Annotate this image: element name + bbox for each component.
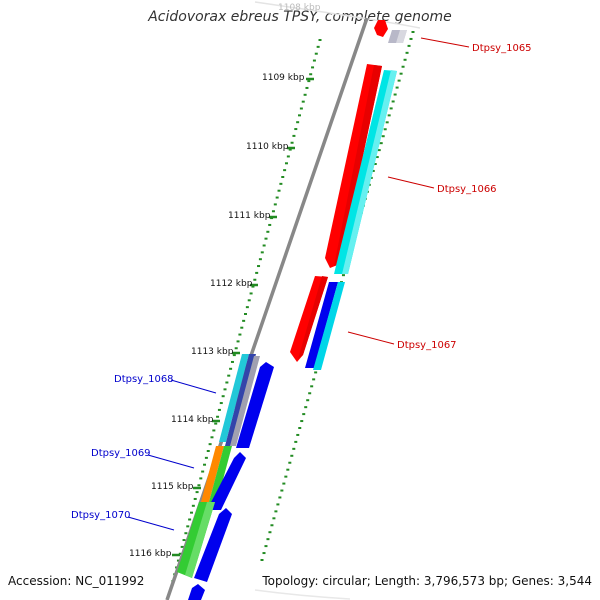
gene-label-dtpsy-1065: Dtpsy_1065 <box>472 43 532 54</box>
gene-dtpsy-1067-blue <box>305 282 338 368</box>
ruler-label-1114: 1114 kbp <box>171 415 214 425</box>
gene-label-dtpsy-1067: Dtpsy_1067 <box>397 340 457 351</box>
callout-line-dtpsy-1069 <box>147 454 195 469</box>
reverse-strand-genes <box>177 354 274 600</box>
ruler-label-1115: 1115 kbp <box>151 482 194 492</box>
ruler-label-1111: 1111 kbp <box>228 211 271 221</box>
gene-dtpsy-1070-blue <box>194 508 232 582</box>
ruler-label-1109: 1109 kbp <box>262 73 305 83</box>
inner-tick-row <box>169 39 322 589</box>
gene-label-dtpsy-1070: Dtpsy_1070 <box>71 510 131 521</box>
gene-next-blue <box>188 584 205 600</box>
gene-dtpsy-1068-gray <box>230 356 260 446</box>
callout-line-dtpsy-1068 <box>170 379 217 394</box>
accession-text: Accession: NC_011992 <box>8 574 145 588</box>
gene-dtpsy-1069-blue <box>207 452 246 510</box>
gene-dtpsy-1068-blue <box>225 354 256 446</box>
gene-dtpsy-1068-cyan <box>219 354 249 442</box>
gene-dtpsy-1067-cyan <box>313 282 345 370</box>
gene-label-dtpsy-1068: Dtpsy_1068 <box>114 374 174 385</box>
gene-dtpsy-1069-green <box>209 446 232 502</box>
ruler-labels: 1108 kbp 1109 kbp 1110 kbp 1111 kbp 1112… <box>129 3 321 559</box>
forward-strand-genes <box>290 20 407 370</box>
faint-circle-outline-bottom <box>254 589 351 600</box>
callout-line-dtpsy-1065 <box>420 37 470 48</box>
gene-label-dtpsy-1069: Dtpsy_1069 <box>91 448 151 459</box>
gene-dtpsy-1067-red-shade <box>298 276 328 359</box>
reverse-gene-callouts: Dtpsy_1068 Dtpsy_1069 Dtpsy_1070 <box>71 374 217 531</box>
faint-circle-outline <box>254 1 421 29</box>
ruler-label-1108: 1108 kbp <box>278 3 321 13</box>
gene-dtpsy-1065-gray-light <box>396 30 407 43</box>
callout-line-dtpsy-1067 <box>347 331 395 345</box>
gene-label-dtpsy-1066: Dtpsy_1066 <box>437 184 497 195</box>
gene-dtpsy-1068-blue-main <box>236 362 274 448</box>
gene-dtpsy-1069-orange <box>201 446 224 502</box>
gene-dtpsy-1065-red <box>374 20 388 37</box>
ruler-label-1110: 1110 kbp <box>246 142 289 152</box>
gene-dtpsy-1070-green-light <box>185 502 215 578</box>
forward-gene-callouts: Dtpsy_1065 Dtpsy_1066 Dtpsy_1067 <box>347 37 532 351</box>
gene-dtpsy-1066-cyan-light <box>342 70 397 274</box>
ruler-label-1116: 1116 kbp <box>129 549 172 559</box>
gene-dtpsy-1066-red-shade <box>334 65 382 266</box>
genome-summary-text: Topology: circular; Length: 3,796,573 bp… <box>262 574 592 588</box>
ruler-label-1113: 1113 kbp <box>191 347 234 357</box>
ruler-label-1112: 1112 kbp <box>210 279 253 289</box>
ruler-ticks <box>172 77 314 557</box>
callout-line-dtpsy-1066 <box>387 176 435 189</box>
callout-line-dtpsy-1070 <box>127 516 175 531</box>
